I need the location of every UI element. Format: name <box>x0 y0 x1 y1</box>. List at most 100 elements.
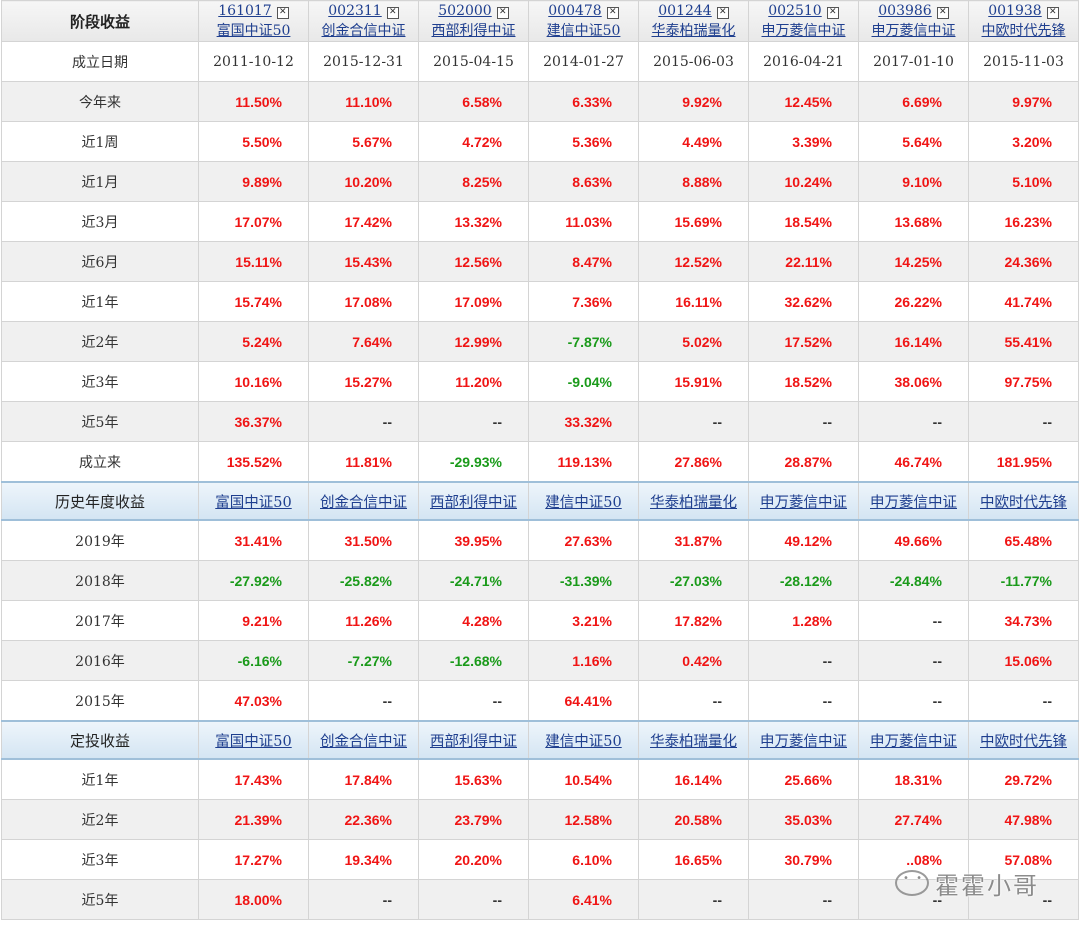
fund-name-link[interactable]: 华泰柏瑞量化 <box>650 494 737 511</box>
return-value: 15.06% <box>968 640 1079 681</box>
return-value: 11.03% <box>528 201 639 242</box>
fund-code-link[interactable]: 502000 <box>438 3 492 19</box>
return-value: 16.14% <box>638 758 749 800</box>
fund-name-link[interactable]: 中欧时代先锋 <box>980 494 1067 511</box>
return-value: 1.28% <box>748 600 859 641</box>
table-row: 近5年 18.00% -- -- 6.41% -- -- -- -- <box>1 879 1079 920</box>
fund-code-link[interactable]: 001938 <box>988 3 1042 19</box>
remove-fund-icon[interactable]: ✕ <box>496 7 509 19</box>
return-value: 27.86% <box>638 441 749 483</box>
row-label: 今年来 <box>1 81 199 122</box>
return-value: 18.00% <box>198 879 309 920</box>
remove-fund-icon[interactable]: ✕ <box>386 7 399 19</box>
row-label: 近6月 <box>1 241 199 282</box>
table-row: 今年来 11.50% 11.10% 6.58% 6.33% 9.92% 12.45% 6.69… <box>1 81 1079 122</box>
fund-code-link[interactable]: 000478 <box>548 3 602 19</box>
fund-code-link[interactable]: 002510 <box>768 3 822 19</box>
fund-name-link[interactable]: 建信中证50 <box>546 23 621 39</box>
fund-header: 161017 ✕ 富国中证50 <box>198 0 309 42</box>
fund-name-link[interactable]: 创金合信中证 <box>320 494 407 511</box>
return-value: -7.27% <box>308 640 419 681</box>
fund-name-link[interactable]: 创金合信中证 <box>320 733 407 750</box>
return-value: 31.50% <box>308 519 419 561</box>
fund-code-link[interactable]: 161017 <box>218 3 272 19</box>
return-value: 47.03% <box>198 680 309 722</box>
return-value: 57.08% <box>968 839 1079 880</box>
return-value: 7.36% <box>528 281 639 322</box>
return-value: 5.36% <box>528 121 639 162</box>
return-value: 36.37% <box>198 401 309 442</box>
return-value: 9.10% <box>858 161 969 202</box>
fund-code-link[interactable]: 003986 <box>878 3 932 19</box>
return-value: 10.54% <box>528 758 639 800</box>
return-value: -- <box>748 680 859 722</box>
return-value: 15.91% <box>638 361 749 402</box>
return-value: 23.79% <box>418 799 529 840</box>
fund-name-link[interactable]: 申万菱信中证 <box>760 494 847 511</box>
return-value: 3.39% <box>748 121 859 162</box>
return-value: 55.41% <box>968 321 1079 362</box>
return-value: 5.10% <box>968 161 1079 202</box>
return-value: -- <box>308 879 419 920</box>
return-value: 4.72% <box>418 121 529 162</box>
row-label: 近1年 <box>1 758 199 800</box>
fund-name-link[interactable]: 富国中证50 <box>215 494 292 511</box>
return-value: -- <box>418 879 529 920</box>
return-value: -- <box>638 680 749 722</box>
fund-name-link[interactable]: 富国中证50 <box>216 23 291 39</box>
remove-fund-icon[interactable]: ✕ <box>826 7 839 19</box>
fund-header: 001244 ✕ 华泰柏瑞量化 <box>638 0 749 42</box>
fund-code-link[interactable]: 002311 <box>328 3 382 19</box>
return-value: -- <box>968 680 1079 722</box>
fund-name-link[interactable]: 西部利得中证 <box>430 494 517 511</box>
remove-fund-icon[interactable]: ✕ <box>936 7 949 19</box>
fund-name-link[interactable]: 华泰柏瑞量化 <box>651 23 736 39</box>
fund-name-link[interactable]: 中欧时代先锋 <box>981 23 1066 39</box>
table-row: 近3月 17.07% 17.42% 13.32% 11.03% 15.69% 18.54% 1… <box>1 201 1079 242</box>
remove-fund-icon[interactable]: ✕ <box>716 7 729 19</box>
fund-name-link[interactable]: 建信中证50 <box>545 494 622 511</box>
inception-date: 2014-01-27 <box>528 41 639 82</box>
fund-name-link[interactable]: 申万菱信中证 <box>760 733 847 750</box>
return-value: 11.50% <box>198 81 309 122</box>
return-value: 31.87% <box>638 519 749 561</box>
return-value: 8.88% <box>638 161 749 202</box>
fund-name-link[interactable]: 富国中证50 <box>215 733 292 750</box>
return-value: 39.95% <box>418 519 529 561</box>
return-value: 6.58% <box>418 81 529 122</box>
remove-fund-icon[interactable]: ✕ <box>1046 7 1059 19</box>
return-value: 18.52% <box>748 361 859 402</box>
return-value: 16.23% <box>968 201 1079 242</box>
row-label: 2015年 <box>1 680 199 722</box>
inception-date: 2015-12-31 <box>308 41 419 82</box>
fund-name-link[interactable]: 中欧时代先锋 <box>980 733 1067 750</box>
fund-name-link[interactable]: 西部利得中证 <box>430 733 517 750</box>
fund-name-link[interactable]: 西部利得中证 <box>431 23 516 39</box>
fund-name-link[interactable]: 建信中证50 <box>545 733 622 750</box>
remove-fund-icon[interactable]: ✕ <box>606 7 619 19</box>
remove-fund-icon[interactable]: ✕ <box>276 7 289 19</box>
return-value: 181.95% <box>968 441 1079 483</box>
fund-code-link[interactable]: 001244 <box>658 3 712 19</box>
fund-name-link[interactable]: 申万菱信中证 <box>871 23 956 39</box>
return-value: 9.92% <box>638 81 749 122</box>
fund-name-link[interactable]: 华泰柏瑞量化 <box>650 733 737 750</box>
return-value: -24.84% <box>858 560 969 601</box>
return-value: 8.63% <box>528 161 639 202</box>
return-value: 17.42% <box>308 201 419 242</box>
table-row: 近1年 15.74% 17.08% 17.09% 7.36% 16.11% 32.62% 26… <box>1 281 1079 322</box>
return-value: 16.11% <box>638 281 749 322</box>
row-label: 近3年 <box>1 361 199 402</box>
fund-name-link[interactable]: 申万菱信中证 <box>870 494 957 511</box>
section-header-annual-returns: 历史年度收益 富国中证50 创金合信中证 西部利得中证 建信中证50 华泰柏瑞量化 申万菱信… <box>1 481 1079 521</box>
fund-name-link[interactable]: 创金合信中证 <box>321 23 406 39</box>
table-row: 近3年 10.16% 15.27% 11.20% -9.04% 15.91% 18.52% 3… <box>1 361 1079 402</box>
fund-name-link[interactable]: 申万菱信中证 <box>761 23 846 39</box>
row-label: 成立日期 <box>1 41 199 82</box>
return-value: 15.27% <box>308 361 419 402</box>
section-title-stage-returns: 阶段收益 <box>1 0 199 42</box>
return-value: 27.74% <box>858 799 969 840</box>
return-value: -7.87% <box>528 321 639 362</box>
fund-header: 003986 ✕ 申万菱信中证 <box>858 0 969 42</box>
fund-name-link[interactable]: 申万菱信中证 <box>870 733 957 750</box>
